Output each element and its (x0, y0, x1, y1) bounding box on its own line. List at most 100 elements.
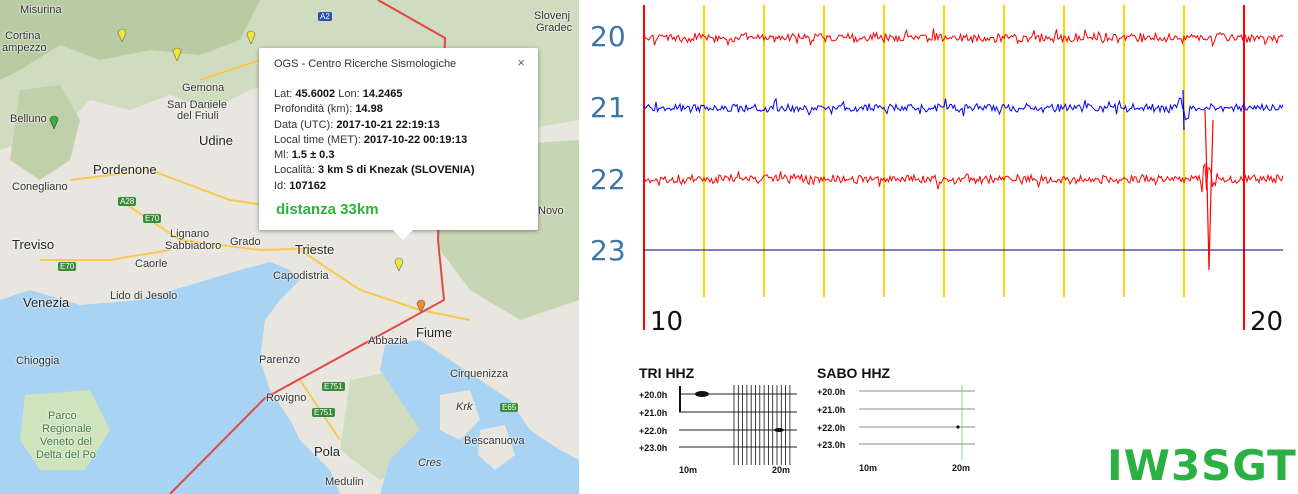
panel-x-tick: 10m (679, 465, 698, 475)
lon-value: 14.2465 (362, 88, 403, 100)
panel-tick: +23.0h (639, 443, 668, 453)
panel-title: SABO HHZ (817, 365, 891, 381)
map-label: Capodistria (273, 270, 329, 282)
lat-value: 45.6002 (295, 88, 336, 100)
event-info-popup: OGS - Centro Ricerche Sismologiche × Lat… (259, 48, 538, 240)
event-marker-icon[interactable] (394, 257, 404, 271)
map-label: Abbazia (368, 335, 408, 347)
panel-event (774, 428, 784, 432)
panel-x-tick: 10m (859, 463, 878, 473)
map-label: del Friuli (177, 110, 219, 122)
popup-title: OGS - Centro Ricerche Sismologiche (274, 58, 457, 70)
map-label: Pordenone (93, 162, 157, 177)
hour-label: 21 (590, 91, 626, 124)
x-axis-start-label: 10 (650, 307, 684, 337)
road-shield: E751 (322, 382, 345, 391)
quake-spike (1182, 89, 1185, 131)
road-shield: A28 (118, 197, 137, 206)
map-label: Grado (230, 236, 261, 248)
panel-x-tick: 20m (772, 465, 791, 475)
panel-tick: +23.0h (817, 440, 846, 450)
panel-x-tick: 20m (952, 463, 971, 473)
map-label: Rovigno (266, 392, 307, 404)
map-label: Parenzo (259, 354, 300, 366)
map-label: Parco (48, 410, 77, 422)
station-marker-icon[interactable] (49, 115, 59, 129)
coords-row: Lat: 45.6002 Lon: 14.2465 (274, 88, 403, 100)
depth-value: 14.98 (355, 103, 383, 116)
road-shield: E751 (312, 408, 335, 417)
date-row: Data (UTC): 2017-10-21 22:19:13 (274, 118, 440, 131)
quake-spike (1204, 109, 1214, 271)
station-marker-icon[interactable] (416, 299, 426, 313)
map-label: Lido di Jesolo (110, 290, 178, 302)
map-label: Conegliano (12, 181, 68, 193)
panel-tick: +21.0h (817, 405, 846, 415)
map-label: Medulin (325, 476, 364, 488)
station-callsign: IW3SGT (1107, 441, 1297, 490)
map-label: Misurina (20, 4, 62, 16)
map-label: Gemona (182, 82, 225, 94)
hour-label: 23 (590, 234, 626, 267)
hour-label: 20 (590, 20, 626, 53)
road-shield: E65 (500, 403, 519, 412)
station-marker-icon[interactable] (172, 47, 182, 61)
panel-tick: +20.0h (639, 390, 668, 400)
depth-row: Profondità (km): 14.98 (274, 103, 383, 116)
panel-title: TRI HHZ (639, 365, 695, 381)
location-row: Località: 3 km S di Knezak (SLOVENIA) (274, 164, 475, 177)
road-shield: E70 (58, 262, 77, 271)
station-marker-icon[interactable] (246, 30, 256, 44)
map-label: Slovenj (534, 10, 571, 22)
map-label: San Daniele (167, 99, 227, 111)
map-label: Fiume (416, 325, 453, 340)
trace-line (643, 162, 1284, 193)
location-value: 3 km S di Knezak (SLOVENIA) (318, 164, 475, 177)
hour-label: 22 (590, 163, 626, 196)
x-axis-end-label: 20 (1250, 307, 1284, 337)
helicorder-panel: 20 21 22 23 10 20 TRI HHZ +20.0h +21.0h … (579, 0, 1298, 494)
road-shield: A2 (318, 12, 332, 21)
map-label: Regionale (42, 423, 92, 435)
map-label: Delta del Po (36, 449, 96, 461)
popup-tip (393, 230, 413, 240)
map-label: Cres (418, 457, 442, 469)
helicorder-plot (643, 5, 1284, 465)
id-row: Id: 107162 (274, 179, 327, 192)
map-label: Bescanuova (464, 435, 525, 447)
trace-line (643, 28, 1284, 48)
map-label: Venezia (23, 295, 70, 310)
station-marker-icon[interactable] (117, 28, 127, 42)
panel-tick: +21.0h (639, 408, 668, 418)
map-label: Treviso (12, 237, 55, 252)
panel-tick: +22.0h (817, 423, 846, 433)
map-label: Veneto del (40, 436, 92, 448)
map-label: Chioggia (16, 355, 60, 367)
panel-event (956, 425, 960, 429)
panel-event (695, 391, 709, 397)
magnitude-value: 1.5 ± 0.3 (291, 149, 335, 162)
map-label: Sabbiadoro (165, 240, 222, 252)
panel-tick: +20.0h (817, 387, 846, 397)
trace-line (643, 97, 1284, 121)
map-label: Cortina (5, 30, 41, 42)
map-label: Lignano (170, 228, 210, 240)
event-details: Lat: 45.6002 Lon: 14.2465 Profondità (km… (274, 87, 475, 194)
map-label: Trieste (295, 242, 335, 257)
close-icon[interactable]: × (517, 55, 525, 70)
map-label: Caorle (135, 258, 168, 270)
date-value: 2017-10-21 22:19:13 (336, 118, 440, 131)
magnitude-row: Ml: 1.5 ± 0.3 (274, 149, 335, 162)
road-shield: E70 (143, 214, 162, 223)
map-label: Krk (456, 401, 473, 413)
id-value: 107162 (289, 179, 327, 192)
map-label: Pola (314, 444, 341, 459)
local-time-row: Local time (MET): 2017-10-22 00:19:13 (274, 133, 468, 146)
distance-label: distanza 33km (276, 201, 379, 218)
map-view[interactable]: Misurina Cortina ampezzo Belluno Gemona … (0, 0, 579, 494)
map-label: Belluno (10, 113, 47, 125)
map-label: Gradec (536, 22, 573, 34)
panel-tick: +22.0h (639, 426, 668, 436)
map-label: Novo (538, 205, 564, 217)
map-label: ampezzo (2, 42, 47, 54)
